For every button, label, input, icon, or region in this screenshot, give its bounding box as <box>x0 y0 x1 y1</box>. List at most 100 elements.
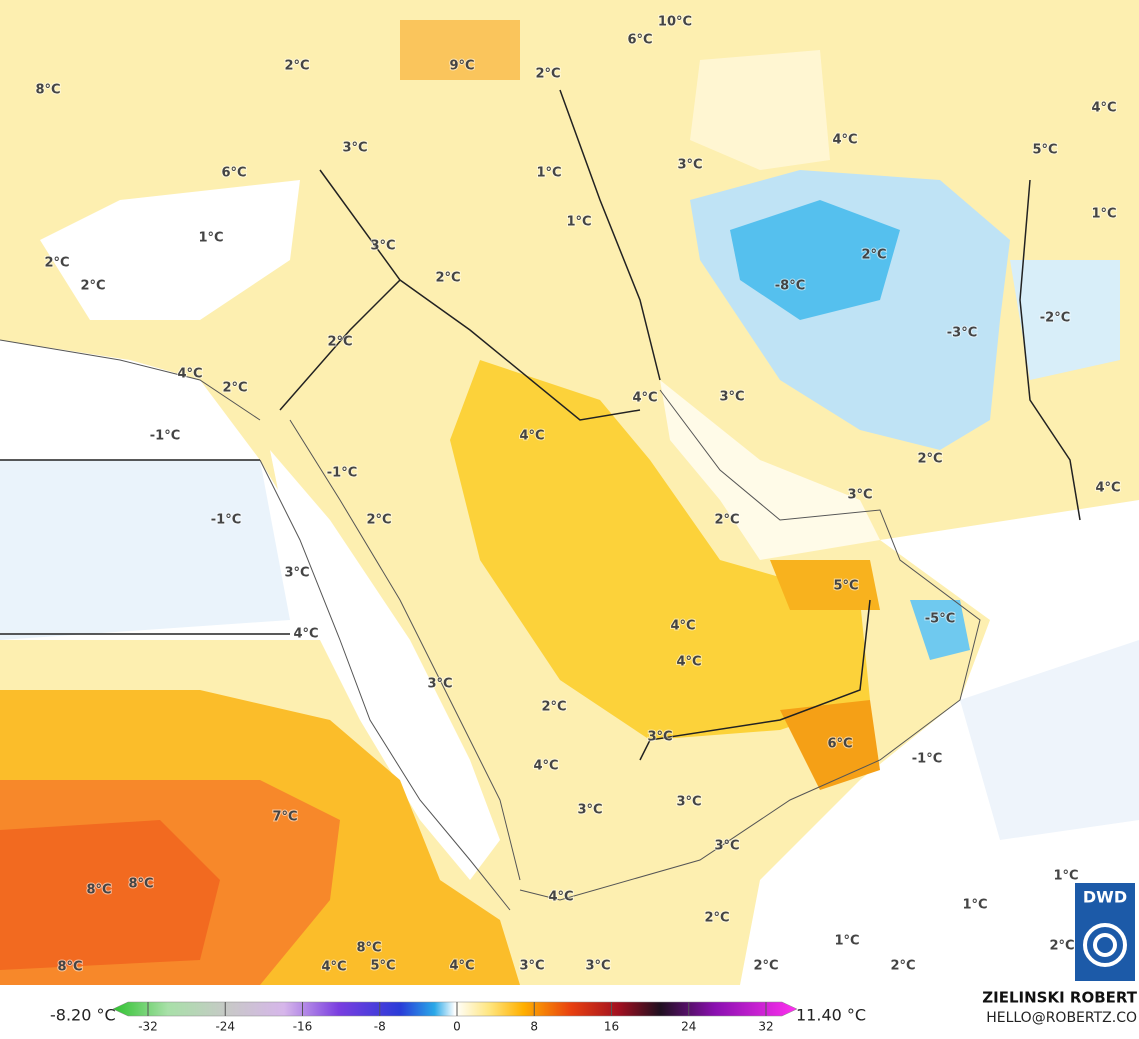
egypt-cool <box>0 460 290 640</box>
coastline <box>519 389 981 901</box>
temperature-label: 2°C <box>222 381 247 396</box>
temperature-label: 2°C <box>80 279 105 294</box>
temperature-label: -1°C <box>327 466 357 481</box>
temperature-label: 1°C <box>566 215 591 230</box>
credit-name: ZIELINSKI ROBERT <box>982 989 1137 1007</box>
legend-max: 11.40 °C <box>796 1006 866 1025</box>
temperature-label: 3°C <box>847 488 872 503</box>
temperature-label: 4°C <box>832 133 857 148</box>
temperature-label: 2°C <box>753 959 778 974</box>
temperature-label: 6°C <box>627 33 652 48</box>
temperature-label: 1°C <box>834 934 859 949</box>
colorbar-tick-label: 8 <box>530 1020 538 1034</box>
temperature-label: 2°C <box>917 452 942 467</box>
temperature-labels: 10°C 6°C 9°C 2°C 2°C 8°C 4°C 4°C 3°C 5°C 3°C 1°C 6°C… <box>34 14 1121 976</box>
temperature-label: 4°C <box>632 391 657 406</box>
temperature-label: -1°C <box>912 752 942 767</box>
coastline <box>0 339 261 421</box>
temperature-label: 6°C <box>827 737 852 752</box>
temperature-label: 2°C <box>44 256 69 271</box>
temperature-label: 3°C <box>370 239 395 254</box>
border <box>639 599 871 761</box>
temperature-label: 3°C <box>284 566 309 581</box>
temperature-label: 2°C <box>541 700 566 715</box>
border <box>279 169 401 411</box>
legend: -8.20 °C 11.40 °C -32 -24 -16 -8 0 8 16 24 32 ZI… <box>0 985 1139 1035</box>
logo-swirl <box>1093 933 1117 957</box>
temperature-label: 8°C <box>35 83 60 98</box>
logo: DWD <box>1075 883 1135 981</box>
temperature-label: 10°C <box>658 15 692 30</box>
temperature-label: 4°C <box>670 619 695 634</box>
oman-warm <box>780 700 880 790</box>
colorbar-tick-label: -16 <box>293 1020 313 1034</box>
borders <box>0 89 1081 761</box>
temperature-label: 1°C <box>536 166 561 181</box>
temperature-label: 2°C <box>327 335 352 350</box>
temperature-label: -8°C <box>775 279 805 294</box>
temperature-label: 2°C <box>535 67 560 82</box>
coastlines <box>0 339 981 911</box>
arabia-warm <box>450 360 870 740</box>
temperature-label: 8°C <box>57 960 82 975</box>
temperature-label: 5°C <box>833 579 858 594</box>
border <box>559 89 661 381</box>
temperature-label: 3°C <box>427 677 452 692</box>
temperature-label: 4°C <box>548 890 573 905</box>
temperature-label: 2°C <box>861 248 886 263</box>
credit-contact: HELLO@ROBERTZ.CO <box>986 1010 1137 1026</box>
colorbar-tick-label: -24 <box>215 1020 235 1034</box>
legend-min: -8.20 °C <box>50 1006 116 1025</box>
colorbar-tick-label: 16 <box>604 1020 619 1034</box>
temperature-label: 4°C <box>519 429 544 444</box>
temperature-label: 1°C <box>962 898 987 913</box>
colorbar-tick-label: 0 <box>453 1020 461 1034</box>
temperature-label: 2°C <box>1049 939 1074 954</box>
colorbar-tick-label: 32 <box>758 1020 773 1034</box>
temperature-label: 2°C <box>284 59 309 74</box>
colorbar <box>112 1001 798 1017</box>
colorbar-tick-label: 24 <box>681 1020 696 1034</box>
temperature-label: 3°C <box>519 959 544 974</box>
temperature-label: 3°C <box>719 390 744 405</box>
caspian <box>690 50 830 170</box>
temperature-label: 4°C <box>449 959 474 974</box>
sea-cool <box>960 640 1139 840</box>
temperature-label: 5°C <box>1032 143 1057 158</box>
logo-swirl <box>1083 923 1127 967</box>
temperature-label: 9°C <box>449 59 474 74</box>
arabian-sea <box>740 500 1139 985</box>
colorbar-tick-label: -8 <box>374 1020 386 1034</box>
temperature-label: -5°C <box>925 612 955 627</box>
afghan-cold <box>1010 260 1120 380</box>
oman-cold <box>910 600 970 660</box>
temperature-label: 8°C <box>128 877 153 892</box>
temperature-label: 5°C <box>370 959 395 974</box>
temperature-label: 3°C <box>342 141 367 156</box>
temperature-label: 3°C <box>676 795 701 810</box>
temperature-label: -1°C <box>211 513 241 528</box>
temperature-label: 3°C <box>585 959 610 974</box>
temperature-label: -3°C <box>947 326 977 341</box>
temperature-label: 4°C <box>293 627 318 642</box>
temperature-label: 1°C <box>198 231 223 246</box>
africa-hotter <box>0 820 220 970</box>
temperature-label: 3°C <box>714 839 739 854</box>
temperature-label: 4°C <box>1095 481 1120 496</box>
temperature-label: 2°C <box>714 513 739 528</box>
map-area: 10°C 6°C 9°C 2°C 2°C 8°C 4°C 4°C 3°C 5°C 3°C 1°C 6°C… <box>0 0 1139 985</box>
temperature-label: 1°C <box>1091 207 1116 222</box>
uae-warm <box>770 560 880 610</box>
iran-colder <box>730 200 900 320</box>
coastline <box>259 459 511 911</box>
colorbar-ticks: -32 -24 -16 -8 0 8 16 24 32 <box>138 1002 774 1034</box>
temperature-label: 4°C <box>321 960 346 975</box>
temperature-label: 8°C <box>356 941 381 956</box>
mediterranean <box>40 180 300 320</box>
temperature-label: 4°C <box>533 759 558 774</box>
border <box>1019 179 1081 521</box>
temperature-label: 2°C <box>890 959 915 974</box>
temperature-label: 4°C <box>177 367 202 382</box>
